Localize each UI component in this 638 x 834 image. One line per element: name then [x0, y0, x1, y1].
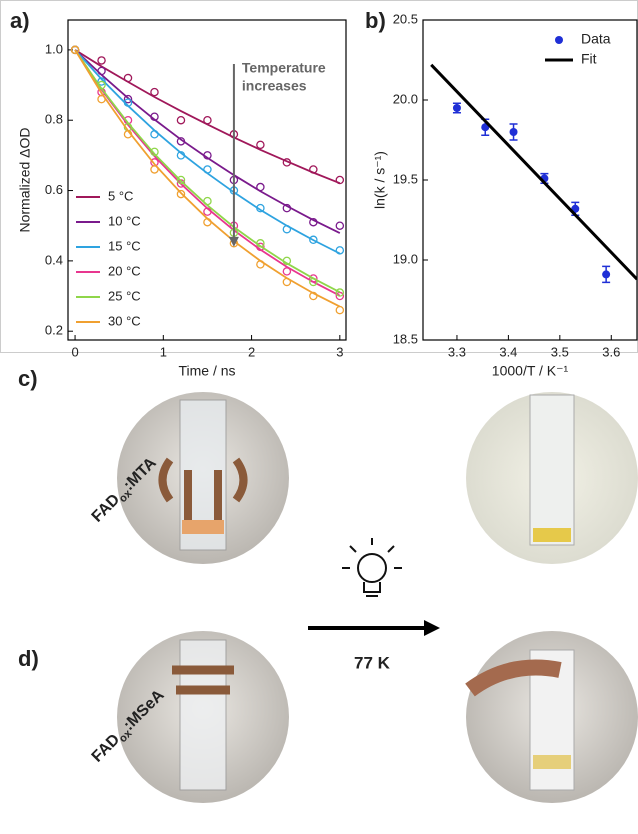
data-point: [123, 94, 133, 104]
legend-label: 20 °C: [108, 263, 141, 278]
data-point: [70, 45, 80, 55]
data-point: [335, 291, 345, 301]
panel-label: d): [18, 646, 39, 671]
legend-label: 15 °C: [108, 238, 141, 253]
chart-a: 0 1 2 3 0.2 0.4 0.6 0.8 1.0 Time / ns Normalized Δ…: [10, 8, 347, 379]
fit-line: [74, 49, 341, 297]
cuvette: [529, 394, 575, 546]
legend-label: Fit: [581, 51, 597, 67]
y-axis-label: Normalized ΔOD: [17, 127, 33, 232]
y-tick-label: 0.4: [45, 252, 63, 267]
legend-label: 25 °C: [108, 288, 141, 303]
photos: c) d) FADox:MTA FADox:MSeA 77 K: [18, 366, 638, 803]
x-tick-label: 3: [336, 344, 343, 359]
legend-label: 10 °C: [108, 213, 141, 228]
cuvette: [179, 639, 227, 791]
clamp: [172, 665, 234, 695]
annotation: increases: [242, 78, 307, 94]
data-point: [256, 140, 265, 150]
x-tick-label: 3.6: [602, 344, 620, 359]
x-axis-label: 1000/T / K⁻¹: [492, 363, 569, 379]
data-point: [150, 87, 159, 97]
annotation: Temperature: [242, 60, 326, 76]
condition: 77 K: [354, 653, 391, 672]
data-point: [452, 104, 461, 112]
panel-label: a): [10, 8, 30, 33]
x-tick-label: 2: [248, 344, 255, 359]
fit-line: [74, 49, 341, 308]
data-point: [335, 288, 345, 297]
data-point: [602, 270, 611, 279]
legend-label: 5 °C: [108, 188, 133, 203]
panel-label: b): [365, 8, 386, 33]
data-point: [176, 189, 186, 199]
fit-line: [430, 63, 637, 281]
data-point: [309, 235, 318, 245]
y-tick-label: 20.0: [393, 91, 418, 106]
data-point: [335, 246, 345, 255]
data-point: [150, 147, 159, 157]
y-axis-label: ln(k / s⁻¹): [372, 151, 388, 209]
x-tick-label: 1: [160, 344, 167, 359]
plot-frame: [422, 19, 638, 341]
legend-label: 30 °C: [108, 313, 141, 328]
clamp: [158, 457, 248, 520]
y-tick-label: 0.2: [45, 323, 63, 338]
legend-swatch: [555, 36, 563, 44]
x-tick-label: 3.3: [448, 344, 466, 359]
data-point: [97, 56, 106, 65]
arrow-head: [424, 620, 440, 636]
data-point: [176, 115, 186, 125]
x-tick-label: 3.4: [499, 344, 517, 359]
data-point: [176, 175, 186, 185]
y-tick-label: 19.0: [393, 251, 418, 266]
sample: [533, 528, 571, 542]
data-point: [150, 165, 159, 174]
panel-label: c): [18, 366, 38, 391]
fit-line: [74, 49, 341, 234]
y-tick-label: 1.0: [45, 41, 63, 56]
y-tick-label: 0.6: [45, 182, 63, 197]
sample: [533, 755, 571, 769]
clamp: [465, 659, 562, 697]
y-tick-label: 18.5: [393, 331, 418, 346]
data-point: [335, 305, 345, 315]
y-tick-label: 19.5: [393, 171, 418, 186]
data-point: [509, 128, 518, 136]
x-tick-label: 0: [71, 344, 78, 359]
fit-line: [74, 49, 341, 185]
chart-b: 3.3 3.4 3.5 3.6 18.5 19.0 19.5 20.0 20.5 1000/T /…: [365, 8, 638, 379]
x-axis-label: Time / ns: [178, 363, 235, 379]
legend-label: Data: [581, 31, 611, 47]
sample: [182, 520, 224, 534]
annotation-arrow-head: [228, 236, 239, 247]
y-tick-label: 0.8: [45, 112, 63, 127]
plot-frame: [67, 19, 347, 341]
x-tick-label: 3.5: [551, 344, 569, 359]
data-point: [335, 221, 345, 230]
y-tick-label: 20.5: [393, 11, 418, 26]
fit-line: [74, 49, 341, 293]
fit-line: [74, 49, 341, 255]
data-point: [335, 175, 345, 185]
bulb-icon: [342, 538, 402, 597]
